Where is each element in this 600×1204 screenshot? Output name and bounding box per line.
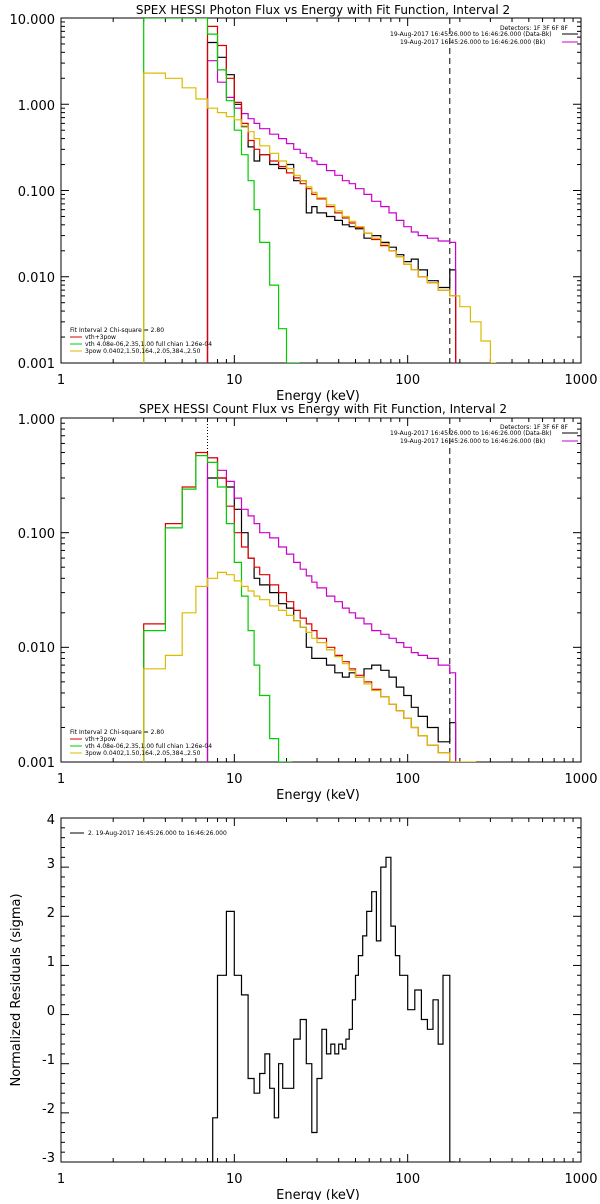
panel1-xtick-label: 100	[395, 373, 420, 388]
panel3-xtick-label: 100	[395, 1172, 420, 1187]
panel3-ytick-label: -3	[42, 1151, 55, 1166]
panel2-xtick-label: 1	[57, 772, 65, 787]
panel1-ytick-label: 10.000	[10, 13, 56, 28]
panel2-frame	[60, 417, 582, 763]
panel2-xtick-label: 10	[226, 772, 243, 787]
panel2-fit-item: 3pow 0.0402,1.50,164.,2.05,384.,2.50	[85, 750, 201, 757]
panel1-title: SPEX HESSI Photon Flux vs Energy with Fi…	[136, 3, 510, 17]
series-data-bk	[206, 41, 457, 363]
panel1-ytick-label: 0.100	[18, 185, 55, 200]
panel3-ticks	[60, 817, 581, 1163]
series-vth-3pow	[206, 25, 457, 363]
panel3-ytick-label: 3	[47, 857, 55, 872]
panel3-ytick-label: 4	[47, 813, 55, 828]
panel1-legend-item: 19-Aug-2017 16:45:26.000 to 16:46:26.000…	[390, 31, 552, 38]
panel3-plot-area	[207, 856, 456, 1162]
panel1-legend-top: Detectors: 1F 3F 6F 8F 19-Aug-2017 16:45…	[390, 25, 578, 46]
panel3-ytick-label: 1	[47, 955, 55, 970]
panel3-ytick-label: 0	[47, 1004, 55, 1019]
series-vth	[143, 455, 293, 762]
panel3-xtick-label: 10	[226, 1172, 243, 1187]
panel1-xtick-label: 1000	[564, 373, 597, 388]
panel3-ytick-label: 2	[47, 906, 55, 921]
panel2-xtick-label: 100	[395, 772, 420, 787]
panel3-frame	[60, 817, 582, 1163]
panel3-xtick-label: 1	[57, 1172, 65, 1187]
panel1-fit-item: vth 4.08e-06,2.35,1.00 full chian 1.26e-…	[85, 341, 212, 348]
series-bk	[206, 60, 457, 363]
panel2-ticks	[60, 418, 581, 763]
panel2-ytick-label: 0.001	[18, 756, 55, 771]
count-flux-panel: SPEX HESSI Count Flux vs Energy with Fit…	[18, 402, 598, 803]
panel2-plot-area	[143, 418, 477, 762]
panel2-ytick-label: 0.100	[18, 527, 55, 542]
panel1-fit-item: vth+3pow	[85, 334, 116, 341]
panel3-xtick-label: 1000	[564, 1172, 597, 1187]
panel2-fit-item: vth 4.08e-06,2.35,1.00 full chian 1.26e-…	[85, 743, 212, 750]
panel2-title: SPEX HESSI Count Flux vs Energy with Fit…	[139, 402, 507, 416]
panel3-legend-item: 2. 19-Aug-2017 16:45:26.000 to 16:46:26.…	[88, 830, 227, 837]
panel2-tick-labels: 1 10 100 1000 0.001 0.010 0.100 1.000	[18, 413, 598, 787]
panel2-legend-item: 19-Aug-2017 16:45:26.000 to 16:46:26.000…	[390, 430, 552, 437]
series-3pow	[143, 72, 497, 363]
panel1-legend-bottom: Fit Interval 2 Chi-square = 2.80 vth+3po…	[70, 327, 212, 355]
panel3-legend: 2. 19-Aug-2017 16:45:26.000 to 16:46:26.…	[70, 830, 227, 837]
panel1-tick-labels: 1 10 100 1000 0.001 0.010 0.100 1.000 10…	[10, 13, 598, 388]
panel1-plot-area	[143, 18, 497, 363]
panel2-x-axis-label: Energy (keV)	[276, 788, 360, 803]
panel2-ytick-label: 0.010	[18, 641, 55, 656]
panel1-xtick-label: 10	[226, 373, 243, 388]
panel1-ticks	[60, 18, 581, 364]
panel1-legend-header: Detectors: 1F 3F 6F 8F	[500, 25, 569, 32]
panel2-legend-bottom: Fit Interval 2 Chi-square = 2.80 vth+3po…	[70, 729, 212, 757]
panel1-legend-item: 19-Aug-2017 16:45:26.000 to 16:46:26.000…	[400, 39, 545, 46]
panel2-legend-top: Detectors: 1F 3F 6F 8F 19-Aug-2017 16:45…	[390, 424, 578, 445]
series-2-19-aug-2017-16-45-26-000-to-16-46-26-000	[207, 856, 456, 1162]
series-vth-3pow	[143, 451, 456, 762]
panel1-ytick-label: 1.000	[18, 99, 55, 114]
panel2-ytick-label: 1.000	[18, 413, 55, 428]
panel3-tick-labels: 1 10 100 1000 -3 -2 -1 0 1 2 3 4	[42, 813, 598, 1187]
panel2-fit-header: Fit Interval 2 Chi-square = 2.80	[70, 729, 164, 736]
panel2-legend-item: 19-Aug-2017 16:45:26.000 to 16:46:26.000…	[400, 438, 545, 445]
panel1-ytick-label: 0.001	[18, 357, 55, 372]
panel3-ytick-label: -1	[42, 1053, 55, 1068]
panel3-x-axis-label: Energy (keV)	[276, 1188, 360, 1200]
panel1-fit-header: Fit Interval 2 Chi-square = 2.80	[70, 327, 164, 334]
photon-flux-panel: SPEX HESSI Photon Flux vs Energy with Fi…	[10, 3, 598, 404]
panel1-x-axis-label: Energy (keV)	[276, 389, 360, 404]
panel3-y-axis-label: Normalized Residuals (sigma)	[9, 893, 24, 1086]
panel1-fit-item: 3pow 0.0402,1.50,164.,2.05,384.,2.50	[85, 348, 201, 355]
series-3pow	[143, 571, 477, 762]
series-bk	[206, 457, 457, 762]
residuals-panel: 1 10 100 1000 -3 -2 -1 0 1 2 3 4 Energy …	[9, 813, 598, 1203]
panel1-ytick-label: 0.010	[18, 271, 55, 286]
panel3-ytick-label: -2	[42, 1102, 55, 1117]
panel1-frame	[60, 17, 582, 364]
panel2-legend-header: Detectors: 1F 3F 6F 8F	[500, 424, 569, 431]
panel2-xtick-label: 1000	[564, 772, 597, 787]
series-vth	[143, 18, 300, 363]
panel1-xtick-label: 1	[57, 373, 65, 388]
panel2-fit-item: vth+3pow	[85, 736, 116, 743]
series-data-bk	[206, 477, 457, 762]
